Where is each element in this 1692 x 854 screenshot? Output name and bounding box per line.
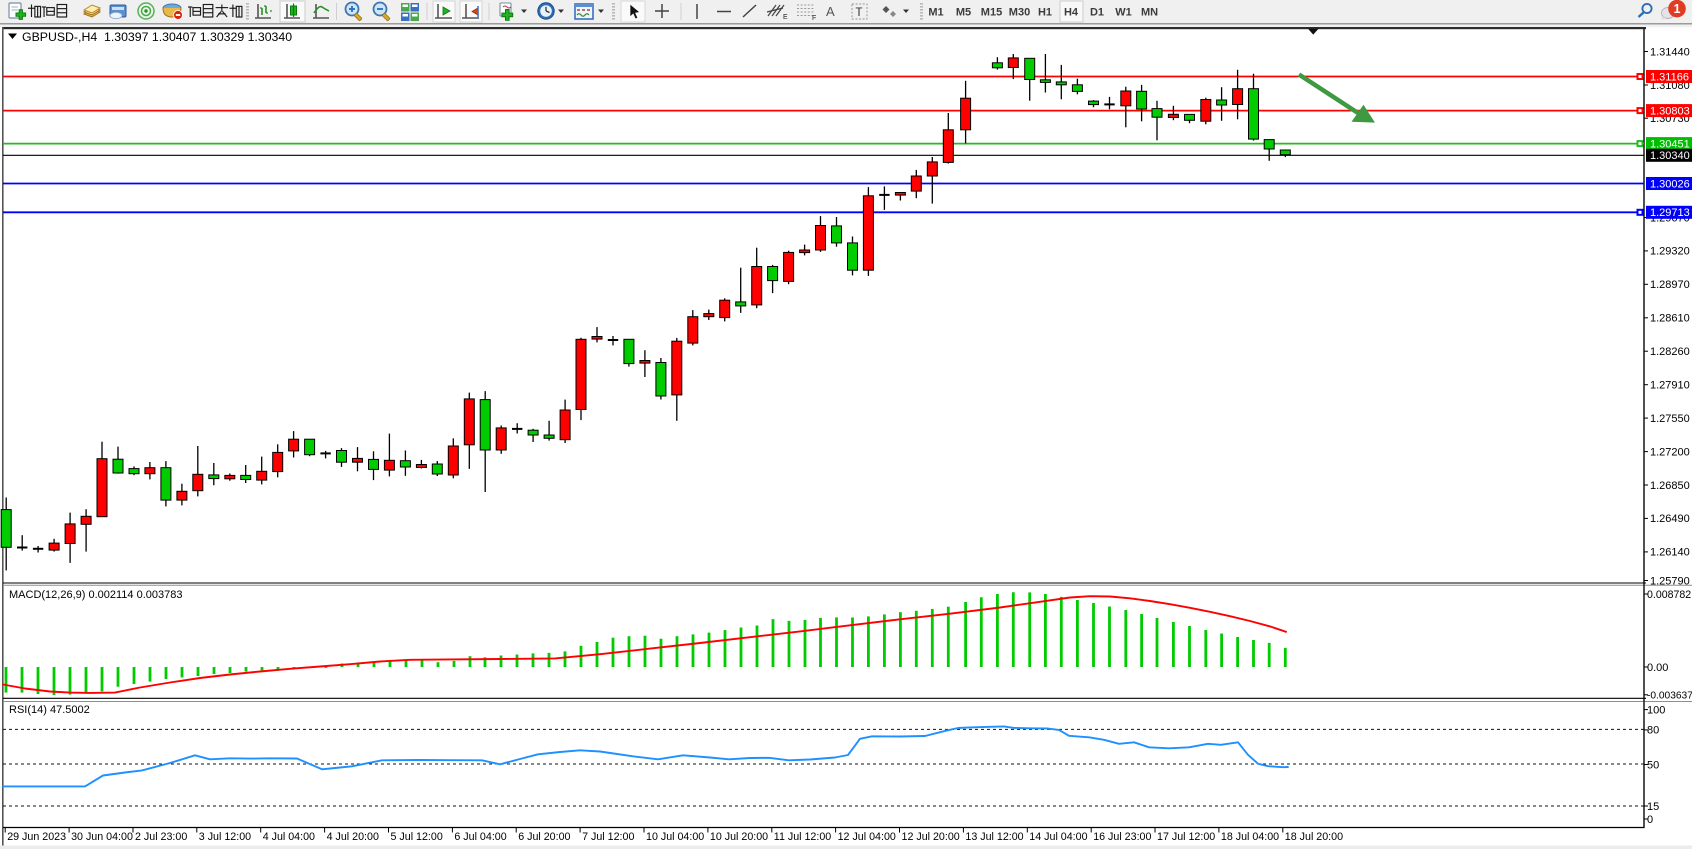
svg-text:A: A [826, 4, 835, 19]
svg-text:1.30026: 1.30026 [1650, 178, 1690, 190]
svg-text:0: 0 [1647, 814, 1653, 826]
svg-text:14 Jul 04:00: 14 Jul 04:00 [1029, 831, 1087, 843]
svg-text:100: 100 [1647, 704, 1665, 716]
svg-text:2 Jul 23:00: 2 Jul 23:00 [135, 831, 187, 843]
svg-text:E: E [783, 14, 788, 21]
svg-text:11 Jul 12:00: 11 Jul 12:00 [774, 831, 831, 843]
svg-text:1.26850: 1.26850 [1650, 480, 1690, 492]
svg-text:29 Jun 2023: 29 Jun 2023 [7, 831, 66, 843]
svg-text:12 Jul 20:00: 12 Jul 20:00 [902, 831, 960, 843]
svg-text:16 Jul 23:00: 16 Jul 23:00 [1093, 831, 1151, 843]
svg-text:17 Jul 12:00: 17 Jul 12:00 [1157, 831, 1215, 843]
svg-text:-0.003637: -0.003637 [1647, 691, 1692, 702]
svg-text:12 Jul 04:00: 12 Jul 04:00 [838, 831, 896, 843]
svg-text:1.28970: 1.28970 [1650, 279, 1690, 291]
svg-text:1.27550: 1.27550 [1650, 413, 1690, 425]
svg-text:T: T [856, 7, 863, 19]
svg-text:1.27200: 1.27200 [1650, 446, 1690, 458]
svg-text:H1: H1 [1038, 7, 1052, 19]
svg-text:MN: MN [1141, 7, 1158, 19]
svg-text:H4: H4 [1064, 7, 1079, 19]
svg-text:18 Jul 20:00: 18 Jul 20:00 [1285, 831, 1343, 843]
svg-text:1.28610: 1.28610 [1650, 313, 1690, 325]
svg-text:D1: D1 [1090, 7, 1104, 19]
svg-text:1.26140: 1.26140 [1650, 547, 1690, 559]
svg-text:M1: M1 [928, 7, 943, 19]
svg-text:1.30340: 1.30340 [1650, 150, 1690, 162]
svg-text:1.26490: 1.26490 [1650, 513, 1690, 525]
svg-text:30 Jun 04:00: 30 Jun 04:00 [71, 831, 133, 843]
svg-text:4 Jul 04:00: 4 Jul 04:00 [263, 831, 315, 843]
svg-text:1.28260: 1.28260 [1650, 346, 1690, 358]
svg-text:M15: M15 [981, 7, 1002, 19]
svg-text:1.31166: 1.31166 [1650, 71, 1689, 83]
svg-text:18 Jul 04:00: 18 Jul 04:00 [1221, 831, 1279, 843]
svg-text:W1: W1 [1115, 7, 1132, 19]
svg-text:1.29320: 1.29320 [1650, 246, 1690, 258]
svg-text:1.31440: 1.31440 [1650, 46, 1690, 58]
svg-text:4 Jul 20:00: 4 Jul 20:00 [327, 831, 379, 843]
svg-text:13 Jul 12:00: 13 Jul 12:00 [965, 831, 1023, 843]
svg-text:3 Jul 12:00: 3 Jul 12:00 [199, 831, 251, 843]
svg-text:10 Jul 20:00: 10 Jul 20:00 [710, 831, 768, 843]
svg-text:1: 1 [1674, 2, 1681, 16]
svg-text:M30: M30 [1009, 7, 1030, 19]
svg-text:6 Jul 04:00: 6 Jul 04:00 [454, 831, 506, 843]
svg-text:1.30803: 1.30803 [1650, 105, 1690, 117]
svg-text:80: 80 [1647, 725, 1659, 737]
svg-text:6 Jul 20:00: 6 Jul 20:00 [518, 831, 570, 843]
svg-text:0.00: 0.00 [1647, 662, 1668, 674]
svg-text:50: 50 [1647, 759, 1659, 771]
svg-text:1.29713: 1.29713 [1650, 207, 1690, 219]
svg-text:GBPUSD-,H4 1.30397 1.30407 1.: GBPUSD-,H4 1.30397 1.30407 1.30329 1.303… [22, 30, 292, 44]
svg-text:10 Jul 04:00: 10 Jul 04:00 [646, 831, 704, 843]
svg-text:F: F [812, 15, 816, 22]
svg-text:7 Jul 12:00: 7 Jul 12:00 [582, 831, 634, 843]
svg-text:1.30451: 1.30451 [1650, 138, 1690, 150]
svg-text:RSI(14) 47.5002: RSI(14) 47.5002 [9, 704, 90, 716]
svg-text:1.25790: 1.25790 [1650, 575, 1690, 587]
svg-text:M5: M5 [956, 7, 971, 19]
svg-text:5 Jul 12:00: 5 Jul 12:00 [391, 831, 443, 843]
svg-text:MACD(12,26,9) 0.002114 0.00378: MACD(12,26,9) 0.002114 0.003783 [9, 589, 182, 601]
svg-text:15: 15 [1647, 801, 1659, 813]
svg-text:1.27910: 1.27910 [1650, 380, 1690, 392]
svg-text:0.008782: 0.008782 [1647, 589, 1691, 601]
